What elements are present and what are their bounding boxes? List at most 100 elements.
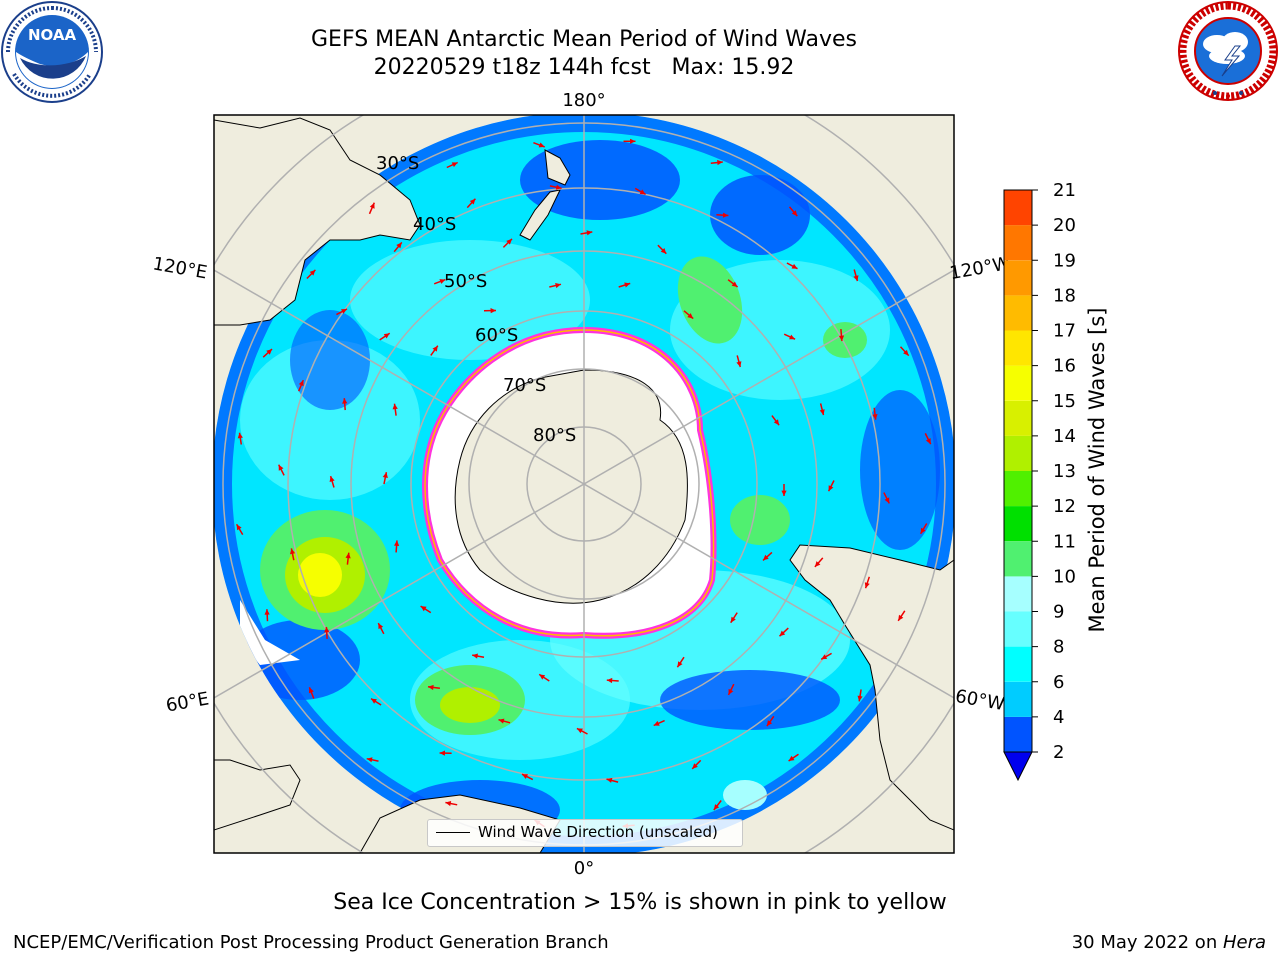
colorbar-segment [1004,435,1032,471]
colorbar-tick-label: 6 [1053,672,1064,693]
colorbar-segment [1004,471,1032,507]
date-note: 30 May 2022 on Hera [1072,932,1266,953]
noaa-logo: NOAA [1,1,103,103]
wave-arrow-head [920,527,926,534]
wave-arrow-head [522,774,528,779]
wave-arrow-head [278,464,284,471]
chart-subtitle: 20220529 t18z 144h fcst Max: 15.92 [373,55,795,80]
wave-arrow-head [341,309,347,314]
wave-arrow-head [308,687,314,694]
wave-arrow-head [639,189,646,195]
wave-arrow-head [445,801,452,807]
lon-label-120w: 120°W [948,253,1012,284]
lat-label-80s: 80°S [533,425,576,446]
wave-arrow-head [857,695,863,702]
wave-arrow-head [791,210,798,217]
map-frame [213,114,955,854]
wave-arrow-head [606,677,613,684]
wave-arrow-head [781,490,787,496]
wave-arrow-head [606,777,613,783]
colorbar-segment [1004,330,1032,366]
wave-arrow-head [864,582,870,589]
wave-arrow-head [451,162,458,168]
noaa-logo-text: NOAA [28,26,77,44]
wave-arrow-head [555,283,561,289]
wave-arrow-head [382,472,388,478]
wave-arrow-head [903,349,909,356]
colorbar-tick-label: 11 [1053,531,1076,552]
lat-label-50s: 50°S [444,271,487,292]
wave-arrow-head [309,269,316,276]
wave-arrow-head [383,333,390,339]
colorbar-segment [1004,225,1032,261]
wave-arrow-head [498,718,505,724]
wave-arrow-head [677,661,683,668]
colorbar-tick-label: 21 [1053,180,1076,201]
colorbar: 2 4 6 8 9 10 11 12 13 14 15 16 17 18 19 20 21 [1003,180,1076,782]
colorbar-segment [1004,400,1032,436]
wave-arrow-head [660,248,667,254]
wave-arrow-head [730,616,736,623]
wave-arrow-head [766,720,773,727]
lat-label-70s: 70°S [503,375,546,396]
wave-arrow-head [791,263,798,269]
machine-name: Hera [1222,932,1266,953]
wave-arrow-head [731,281,738,287]
chart-title: GEFS MEAN Antarctic Mean Period of Wind … [311,27,857,52]
colorbar-tick-label: 12 [1053,496,1076,517]
wind-wave-arrows [235,138,932,829]
lat-label-40s: 40°S [413,214,456,235]
colorbar-extend-triangle [1003,751,1033,782]
wave-arrow-head [872,414,878,420]
wave-arrow-head [394,540,400,546]
colorbar-tick-label: 4 [1053,707,1064,728]
colorbar-segment [1004,260,1032,296]
wave-arrow-head [821,654,828,660]
wave-arrow-head [538,142,545,148]
wave-arrow-head [237,432,243,439]
colorbar-tick-label: 13 [1053,461,1076,482]
wave-arrow-head [713,804,720,810]
antarctica [454,369,688,604]
wave-arrow-head [345,552,351,559]
colorbar-tick-label: 19 [1053,250,1076,271]
wave-arrow-head [717,159,723,166]
lon-label-60w: 60°W [954,686,1007,715]
lat-label-30s: 30°S [376,153,419,174]
wave-arrow-head [653,720,660,726]
wave-arrow-head [814,561,821,567]
sea-ice-note: Sea Ice Concentration > 15% is shown in … [333,890,947,915]
graticule [214,115,954,853]
map-legend: Wind Wave Direction (unscaled) [427,819,743,847]
lon-label-0: 0° [574,858,594,879]
wave-arrow-head [439,279,446,284]
wave-arrow-head [539,674,546,680]
wave-arrow-head [371,698,377,704]
wave-arrow-head [925,438,931,445]
wave-arrow-head [853,275,859,282]
colorbar-segment [1004,611,1032,647]
lon-label-180: 180° [562,90,605,111]
wave-arrow-head [692,763,698,769]
colorbar-segment [1004,646,1032,682]
colorbar-segment [1004,506,1032,542]
colorbar-tick-label: 8 [1053,637,1064,658]
wave-arrow-head [586,230,593,236]
wave-arrow-head [773,419,780,426]
wave-arrow-head [298,380,304,387]
wave-arrow-head [819,409,825,416]
wave-arrow-head [838,335,845,342]
colorbar-segment [1004,295,1032,331]
wave-arrow-head [555,184,562,190]
wave-arrow-head [728,688,734,695]
wave-arrow-head [624,282,631,288]
nws-logo [1178,1,1278,101]
colorbar-tick-label: 10 [1053,566,1076,587]
colorbar-tick-label: 20 [1053,215,1076,236]
wave-arrow-head [428,684,434,691]
wave-arrow-head [576,728,583,734]
colorbar-segment [1004,576,1032,612]
wave-arrow-head [420,606,427,612]
wave-arrow-head [366,757,373,763]
